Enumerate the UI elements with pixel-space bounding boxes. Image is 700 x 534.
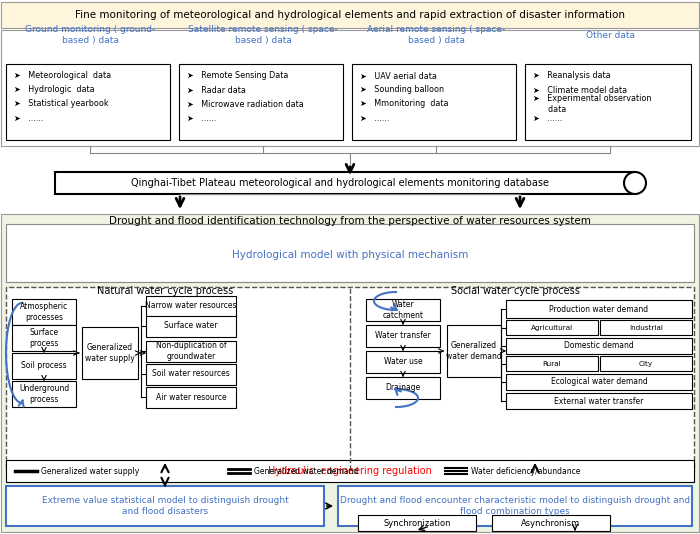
Text: ➤   ......: ➤ ...... bbox=[187, 114, 216, 122]
Text: ➤   Microwave radiation data: ➤ Microwave radiation data bbox=[187, 99, 304, 108]
Text: ➤   Statistical yearbook: ➤ Statistical yearbook bbox=[14, 99, 108, 108]
Text: Water use: Water use bbox=[384, 357, 422, 366]
Bar bbox=[6, 64, 170, 140]
Text: Extreme value statistical model to distinguish drought
and flood disasters: Extreme value statistical model to disti… bbox=[41, 496, 288, 516]
Bar bbox=[338, 486, 692, 526]
Bar bbox=[506, 374, 692, 390]
Text: City: City bbox=[639, 361, 653, 367]
Text: Production water demand: Production water demand bbox=[550, 304, 649, 313]
Bar bbox=[146, 316, 236, 337]
Bar bbox=[352, 64, 516, 140]
Text: Water deficiency/abundance: Water deficiency/abundance bbox=[471, 467, 580, 475]
Bar bbox=[12, 325, 76, 351]
Bar bbox=[1, 214, 699, 532]
Text: ➤   Radar data: ➤ Radar data bbox=[187, 85, 246, 95]
Text: Water
catchment: Water catchment bbox=[382, 300, 424, 320]
Bar bbox=[492, 515, 610, 531]
Bar bbox=[366, 325, 440, 347]
Text: Drought and flood identification technology from the perspective of water resour: Drought and flood identification technol… bbox=[109, 216, 591, 226]
Bar bbox=[12, 353, 76, 379]
Bar bbox=[55, 172, 635, 194]
Text: Ground monitoring ( ground-
based ) data: Ground monitoring ( ground- based ) data bbox=[25, 25, 155, 45]
Text: Generalized water demand: Generalized water demand bbox=[254, 467, 358, 475]
Text: Generalized water supply: Generalized water supply bbox=[41, 467, 139, 475]
Text: Aerial remote sensing ( space-
based ) data: Aerial remote sensing ( space- based ) d… bbox=[367, 25, 505, 45]
Text: Hydrological model with physical mechanism: Hydrological model with physical mechani… bbox=[232, 250, 468, 260]
Text: ➤   Experimental observation
      data: ➤ Experimental observation data bbox=[533, 95, 652, 114]
Text: Drought and flood encounter characteristic model to distinguish drought and
floo: Drought and flood encounter characterist… bbox=[340, 496, 690, 516]
Text: Social water cycle process: Social water cycle process bbox=[451, 286, 580, 296]
Text: Agricultural: Agricultural bbox=[531, 325, 573, 331]
Bar bbox=[146, 387, 236, 408]
Bar bbox=[447, 325, 501, 377]
Text: Hydraulic  engineering regulation: Hydraulic engineering regulation bbox=[268, 466, 432, 476]
Text: Underground
process: Underground process bbox=[19, 384, 69, 404]
Text: Ecological water demand: Ecological water demand bbox=[551, 378, 648, 387]
Text: ➤   Mmonitoring  data: ➤ Mmonitoring data bbox=[360, 99, 449, 108]
Bar bbox=[146, 296, 236, 317]
Text: Air water resource: Air water resource bbox=[155, 392, 226, 402]
Bar bbox=[179, 64, 343, 140]
Text: Qinghai-Tibet Plateau meteorological and hydrological elements monitoring databa: Qinghai-Tibet Plateau meteorological and… bbox=[131, 178, 549, 188]
Text: Fine monitoring of meteorological and hydrological elements and rapid extraction: Fine monitoring of meteorological and hy… bbox=[75, 10, 625, 20]
Bar bbox=[525, 64, 691, 140]
Bar bbox=[82, 327, 138, 379]
Bar bbox=[506, 338, 692, 354]
Text: Soil water resources: Soil water resources bbox=[152, 370, 230, 379]
Bar bbox=[506, 356, 598, 371]
Bar bbox=[6, 486, 324, 526]
Text: ➤   Climate model data: ➤ Climate model data bbox=[533, 85, 627, 95]
Text: Rural: Rural bbox=[542, 361, 561, 367]
Bar bbox=[358, 515, 476, 531]
Text: Natural water cycle process: Natural water cycle process bbox=[97, 286, 233, 296]
Bar bbox=[600, 320, 692, 335]
Bar bbox=[12, 381, 76, 407]
Text: Non-duplication of
groundwater: Non-duplication of groundwater bbox=[155, 341, 226, 360]
Text: Surface
process: Surface process bbox=[29, 328, 59, 348]
Text: Narrow water resources: Narrow water resources bbox=[146, 302, 237, 310]
Text: ➤   Reanalysis data: ➤ Reanalysis data bbox=[533, 72, 610, 81]
Text: Water transfer: Water transfer bbox=[375, 332, 431, 341]
Text: Other data: Other data bbox=[585, 30, 634, 40]
Text: ➤   ......: ➤ ...... bbox=[14, 114, 43, 122]
Bar bbox=[366, 299, 440, 321]
Text: Synchronization: Synchronization bbox=[384, 519, 451, 528]
Text: Asynchronism: Asynchronism bbox=[522, 519, 580, 528]
Text: ➤   UAV aerial data: ➤ UAV aerial data bbox=[360, 72, 437, 81]
Text: Surface water: Surface water bbox=[164, 321, 218, 331]
Bar bbox=[6, 460, 694, 482]
Bar bbox=[1, 2, 699, 28]
Bar bbox=[6, 287, 694, 472]
Text: Satellite remote sensing ( space-
based ) data: Satellite remote sensing ( space- based … bbox=[188, 25, 338, 45]
Text: ➤   Remote Sensing Data: ➤ Remote Sensing Data bbox=[187, 72, 288, 81]
Text: Atmospheric
processes: Atmospheric processes bbox=[20, 302, 68, 321]
Bar bbox=[146, 364, 236, 385]
Bar bbox=[12, 299, 76, 325]
Bar bbox=[6, 224, 694, 282]
Text: ➤   Hydrologic  data: ➤ Hydrologic data bbox=[14, 85, 94, 95]
Text: ➤   ......: ➤ ...... bbox=[533, 114, 562, 122]
Ellipse shape bbox=[624, 172, 646, 194]
Text: ➤   ......: ➤ ...... bbox=[360, 114, 389, 122]
Bar bbox=[600, 356, 692, 371]
Text: Generalized
water demand: Generalized water demand bbox=[446, 341, 502, 360]
Text: Industrial: Industrial bbox=[629, 325, 663, 331]
Bar bbox=[506, 320, 598, 335]
Bar bbox=[366, 351, 440, 373]
Bar bbox=[506, 300, 692, 318]
Bar bbox=[366, 377, 440, 399]
Text: Drainage: Drainage bbox=[386, 383, 421, 392]
Text: Soil process: Soil process bbox=[21, 362, 66, 371]
Text: Generalized
water supply: Generalized water supply bbox=[85, 343, 135, 363]
Bar bbox=[146, 341, 236, 362]
Text: ➤   Sounding balloon: ➤ Sounding balloon bbox=[360, 85, 444, 95]
Bar bbox=[1, 30, 699, 146]
Text: Domestic demand: Domestic demand bbox=[564, 342, 634, 350]
Bar bbox=[506, 393, 692, 409]
Text: External water transfer: External water transfer bbox=[554, 397, 644, 405]
Text: ➤   Meteorological  data: ➤ Meteorological data bbox=[14, 72, 111, 81]
